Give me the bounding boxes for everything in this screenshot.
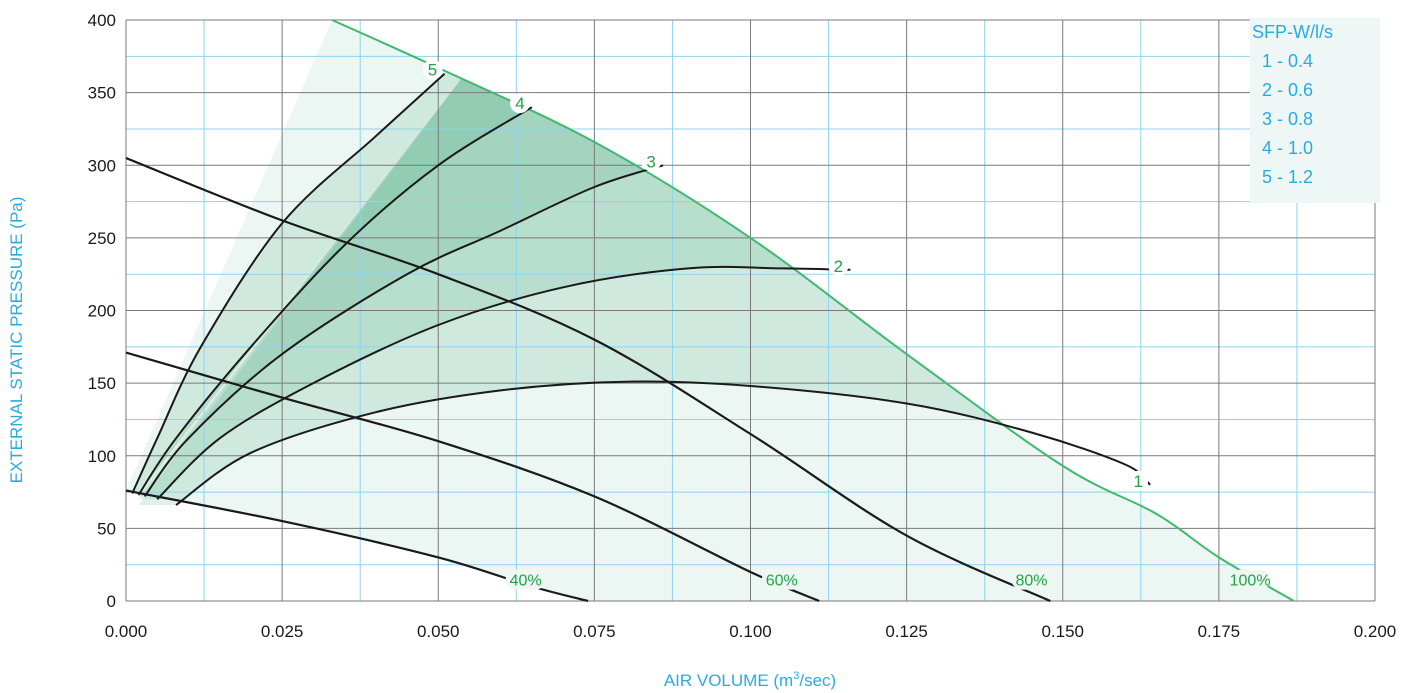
sfp-curve-2	[156, 265, 851, 501]
y-tick-label: 300	[88, 156, 116, 175]
y-tick-label: 250	[88, 229, 116, 248]
tick-labels: 0.000 0.025 0.050 0.075 0.100 0.125 0.150 0.175…	[88, 11, 1397, 641]
y-tick-label: 150	[88, 374, 116, 393]
y-tick-label: 200	[88, 302, 116, 321]
y-tick-label: 50	[97, 519, 116, 538]
x-tick-label: 0.150	[1041, 622, 1084, 641]
fan-curve-100pct	[331, 19, 1295, 602]
fan-curve-label-bg	[1011, 569, 1052, 590]
fan-curve-label-bg	[505, 569, 546, 590]
legend-entry: 1 - 0.4	[1262, 51, 1313, 71]
x-tick-label: 0.050	[417, 622, 460, 641]
y-axis-label: EXTERNAL STATIC PRESSURE (Pa)	[7, 197, 26, 484]
fan-curve-80pct	[125, 156, 1051, 603]
sfp-curve-1	[175, 380, 1151, 506]
sfp-curve-label: 2	[834, 257, 843, 276]
curve-labels: 100% 80% 60% 40% 1 2 3 4 5	[422, 59, 1271, 590]
sfp-label-badge	[641, 151, 662, 172]
x-tick-label: 0.100	[729, 622, 772, 641]
fan-curve-label-bg	[761, 569, 802, 590]
sfp-curve-label: 3	[646, 152, 655, 171]
fan-curve-label: 60%	[766, 573, 798, 590]
sfp-label-badge	[422, 59, 443, 80]
fan-curve-60pct	[125, 351, 820, 603]
legend-entry: 3 - 0.8	[1262, 109, 1313, 129]
sfp-curve-3	[143, 164, 664, 498]
sfp-label-badge	[1128, 470, 1149, 491]
x-tick-label: 0.200	[1354, 622, 1397, 641]
legend-box	[1250, 18, 1380, 203]
fan-curve-label-bg	[1230, 569, 1271, 590]
y-tick-label: 350	[88, 84, 116, 103]
x-tick-label: 0.000	[105, 622, 148, 641]
y-tick-label: 100	[88, 447, 116, 466]
sfp-label-badge	[509, 93, 530, 114]
sfp-curve-label: 5	[428, 61, 437, 80]
curves	[125, 19, 1295, 603]
x-tick-label: 0.175	[1198, 622, 1241, 641]
sfp-curve-5	[131, 72, 446, 494]
x-axis-label: AIR VOLUME (m3/sec)	[664, 670, 836, 690]
fan-curve-label: 80%	[1016, 573, 1048, 590]
legend-entry: 2 - 0.6	[1262, 80, 1313, 100]
sfp-curve-label: 4	[515, 94, 524, 113]
sfp-curve-label: 1	[1133, 472, 1142, 491]
legend-title: SFP-W/l/s	[1252, 22, 1333, 42]
region-fill	[138, 27, 1151, 506]
sfp-label-badge	[828, 255, 849, 276]
legend-entry: 5 - 1.2	[1262, 167, 1313, 187]
region-fill	[138, 27, 532, 496]
y-tick-label: 400	[88, 11, 116, 30]
fan-curve-label: 100%	[1230, 573, 1271, 590]
y-tick-label: 0	[107, 592, 116, 611]
x-tick-label: 0.075	[573, 622, 616, 641]
legend: SFP-W/l/s 1 - 0.4 2 - 0.6 3 - 0.8 4 - 1.…	[1250, 18, 1380, 203]
x-tick-label: 0.025	[261, 622, 304, 641]
fan-curve-label: 40%	[510, 573, 542, 590]
legend-entry: 4 - 1.0	[1262, 138, 1313, 158]
sfp-curve-4	[137, 106, 533, 496]
x-tick-label: 0.125	[885, 622, 928, 641]
